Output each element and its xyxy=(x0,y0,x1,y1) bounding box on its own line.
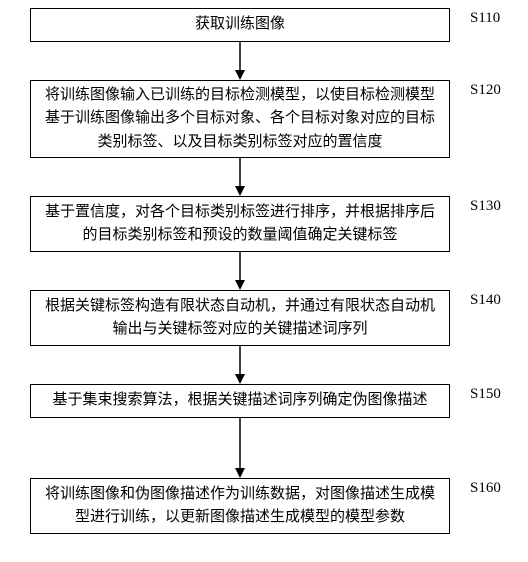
step-label-s160: S160 xyxy=(470,480,501,497)
flow-step-s160: 将训练图像和伪图像描述作为训练数据，对图像描述生成模型进行训练，以更新图像描述生… xyxy=(30,478,450,534)
flowchart-canvas: 获取训练图像S110将训练图像输入已训练的目标检测模型，以使目标检测模型基于训练… xyxy=(0,0,528,562)
step-text: 将训练图像和伪图像描述作为训练数据，对图像描述生成模型进行训练，以更新图像描述生… xyxy=(41,483,439,530)
